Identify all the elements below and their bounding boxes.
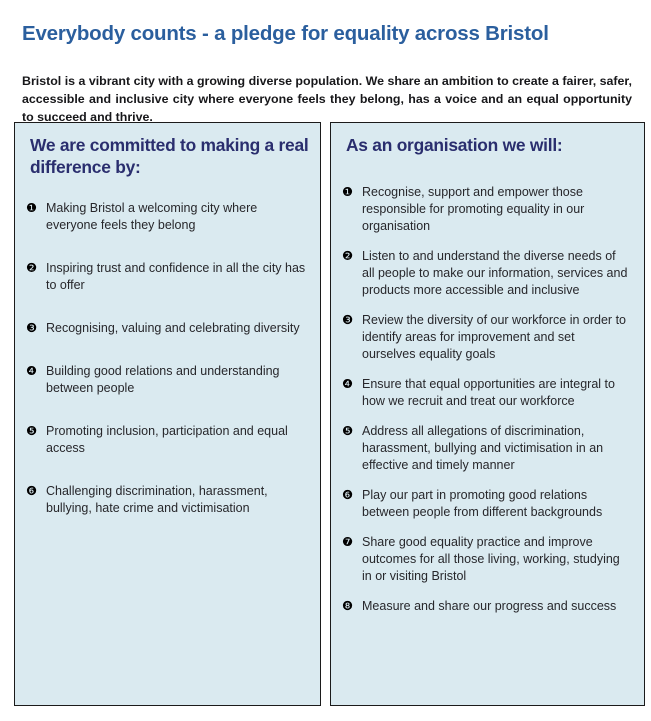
intro-paragraph: Bristol is a vibrant city with a growing… [22, 74, 632, 124]
list-item: ❸ Review the diversity of our workforce i… [342, 312, 633, 363]
list-item: ❺ Address all allegations of discriminati… [342, 423, 633, 474]
organisation-action-item-text: Listen to and understand the diverse nee… [362, 249, 628, 297]
commitments-panel-heading: We are committed to making a real differ… [30, 134, 309, 177]
numbered-bullet-1-icon: ❶ [26, 200, 38, 216]
organisation-action-item-text: Share good equality practice and improve… [362, 535, 620, 583]
numbered-bullet-3-icon: ❸ [26, 320, 38, 336]
numbered-bullet-3-icon: ❸ [342, 312, 354, 327]
organisation-action-item-text: Recognise, support and empower those res… [362, 185, 585, 233]
organisation-action-item-text: Play our part in promoting good relation… [362, 488, 603, 519]
list-item: ❺ Promoting inclusion, participation and … [26, 423, 309, 457]
commitment-item-text: Building good relations and understandin… [46, 364, 280, 396]
list-item: ❷ Inspiring trust and confidence in all t… [26, 260, 309, 294]
organisation-action-item-text: Review the diversity of our workforce in… [362, 313, 626, 361]
organisation-panel: As an organisation we will: ❶ Recognise, … [330, 121, 645, 706]
panels-container: We are committed to making a real differ… [0, 121, 651, 706]
list-item: ❽ Measure and share our progress and succ… [342, 598, 633, 615]
commitment-item-text: Challenging discrimination, harassment, … [46, 484, 268, 516]
numbered-bullet-5-icon: ❺ [26, 423, 38, 439]
organisation-panel-heading: As an organisation we will: [346, 134, 563, 155]
numbered-bullet-6-icon: ❻ [342, 487, 354, 502]
commitment-item-text: Recognising, valuing and celebrating div… [46, 321, 300, 336]
list-item: ❹ Building good relations and understandi… [26, 363, 309, 397]
organisation-action-item-text: Measure and share our progress and succe… [362, 599, 617, 613]
numbered-bullet-6-icon: ❻ [26, 483, 38, 499]
numbered-bullet-8-icon: ❽ [342, 598, 354, 613]
commitment-item-text: Promoting inclusion, participation and e… [46, 424, 288, 456]
commitments-list: ❶ Making Bristol a welcoming city where e… [26, 200, 309, 517]
numbered-bullet-2-icon: ❷ [26, 260, 38, 276]
list-item: ❸ Recognising, valuing and celebrating di… [26, 320, 309, 337]
numbered-bullet-1-icon: ❶ [342, 184, 354, 199]
list-item: ❶ Making Bristol a welcoming city where e… [26, 200, 309, 234]
list-item: ❼ Share good equality practice and improv… [342, 534, 633, 585]
pledge-page: Everybody counts - a pledge for equality… [0, 13, 651, 721]
numbered-bullet-4-icon: ❹ [26, 363, 38, 379]
list-item: ❹ Ensure that equal opportunities are int… [342, 376, 633, 410]
numbered-bullet-5-icon: ❺ [342, 423, 354, 438]
list-item: ❻ Challenging discrimination, harassment,… [26, 483, 309, 517]
commitment-item-text: Inspiring trust and confidence in all th… [46, 261, 306, 293]
numbered-bullet-4-icon: ❹ [342, 376, 354, 391]
numbered-bullet-2-icon: ❷ [342, 248, 354, 263]
page-title: Everybody counts - a pledge for equality… [22, 21, 549, 45]
organisation-list: ❶ Recognise, support and empower those re… [342, 184, 633, 615]
organisation-action-item-text: Address all allegations of discriminatio… [362, 424, 604, 472]
list-item: ❻ Play our part in promoting good relatio… [342, 487, 633, 521]
commitment-item-text: Making Bristol a welcoming city where ev… [46, 201, 258, 233]
numbered-bullet-7-icon: ❼ [342, 534, 354, 549]
list-item: ❷ Listen to and understand the diverse ne… [342, 248, 633, 299]
commitments-panel: We are committed to making a real differ… [14, 121, 321, 706]
organisation-action-item-text: Ensure that equal opportunities are inte… [362, 377, 615, 408]
list-item: ❶ Recognise, support and empower those re… [342, 184, 633, 235]
